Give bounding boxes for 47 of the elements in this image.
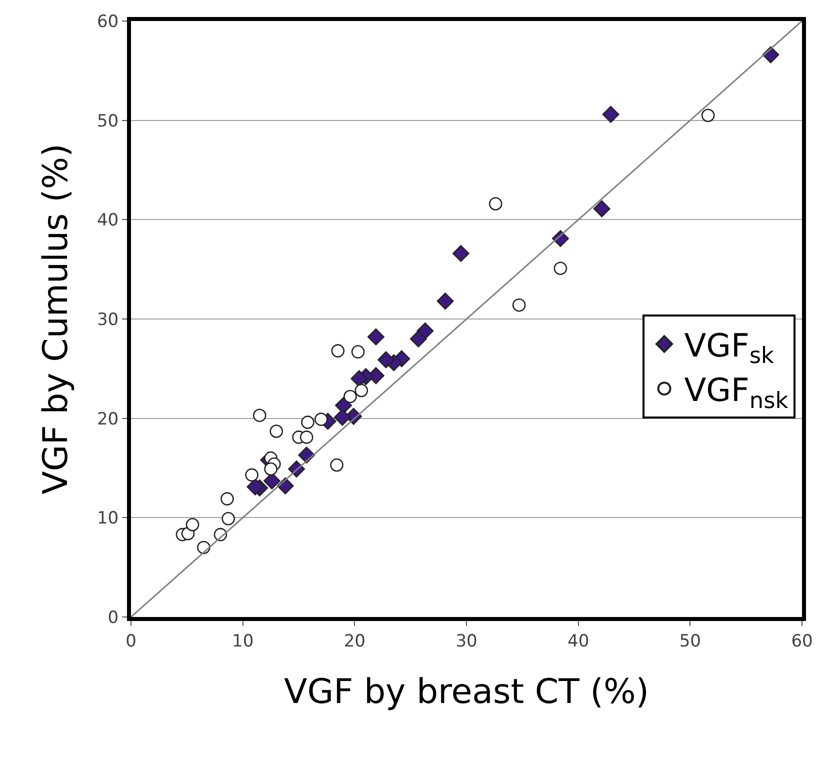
point <box>701 108 715 122</box>
y-tick-label: 60 <box>96 12 119 32</box>
point <box>488 197 502 210</box>
y-tick-label: 50 <box>96 111 119 132</box>
legend-label: VGF$_{sk}$ <box>684 326 774 370</box>
point <box>245 468 258 482</box>
point <box>436 292 454 310</box>
legend-label: VGF$_{nsk}$ <box>684 371 788 414</box>
x-tick-label: 20 <box>344 631 366 652</box>
y-tick-label: 20 <box>96 409 119 430</box>
point <box>593 200 610 218</box>
point <box>354 384 368 398</box>
point <box>331 344 345 358</box>
y-tick-label: 30 <box>96 310 119 330</box>
point <box>270 424 284 438</box>
point <box>512 298 526 312</box>
point <box>602 106 620 123</box>
point <box>222 512 235 526</box>
point <box>246 478 264 496</box>
point <box>410 330 427 348</box>
y-axis-title: VGF by Cumulus (%) <box>36 144 76 494</box>
point <box>220 492 234 506</box>
y-tick-label: 40 <box>96 210 119 231</box>
point <box>314 412 328 426</box>
x-tick-label: 50 <box>679 631 701 652</box>
point <box>334 408 351 426</box>
x-tick-label: 30 <box>456 631 478 652</box>
x-tick-label: 10 <box>232 631 254 652</box>
point <box>350 370 368 388</box>
point <box>344 390 357 404</box>
point <box>378 351 394 368</box>
point <box>264 462 278 476</box>
point <box>351 345 365 358</box>
point <box>367 328 384 346</box>
point <box>252 408 266 422</box>
x-tick-label: 60 <box>791 631 813 652</box>
x-axis-title: VGF by breast CT (%) <box>284 672 650 712</box>
point <box>452 244 470 262</box>
point <box>330 458 344 472</box>
point <box>300 430 314 444</box>
y-tick-label: 10 <box>96 508 119 529</box>
x-tick-label: 0 <box>126 631 136 652</box>
point <box>554 262 568 275</box>
x-tick-label: 40 <box>568 631 590 652</box>
point <box>186 518 200 532</box>
y-tick-label: 0 <box>108 608 119 628</box>
point <box>301 416 314 429</box>
